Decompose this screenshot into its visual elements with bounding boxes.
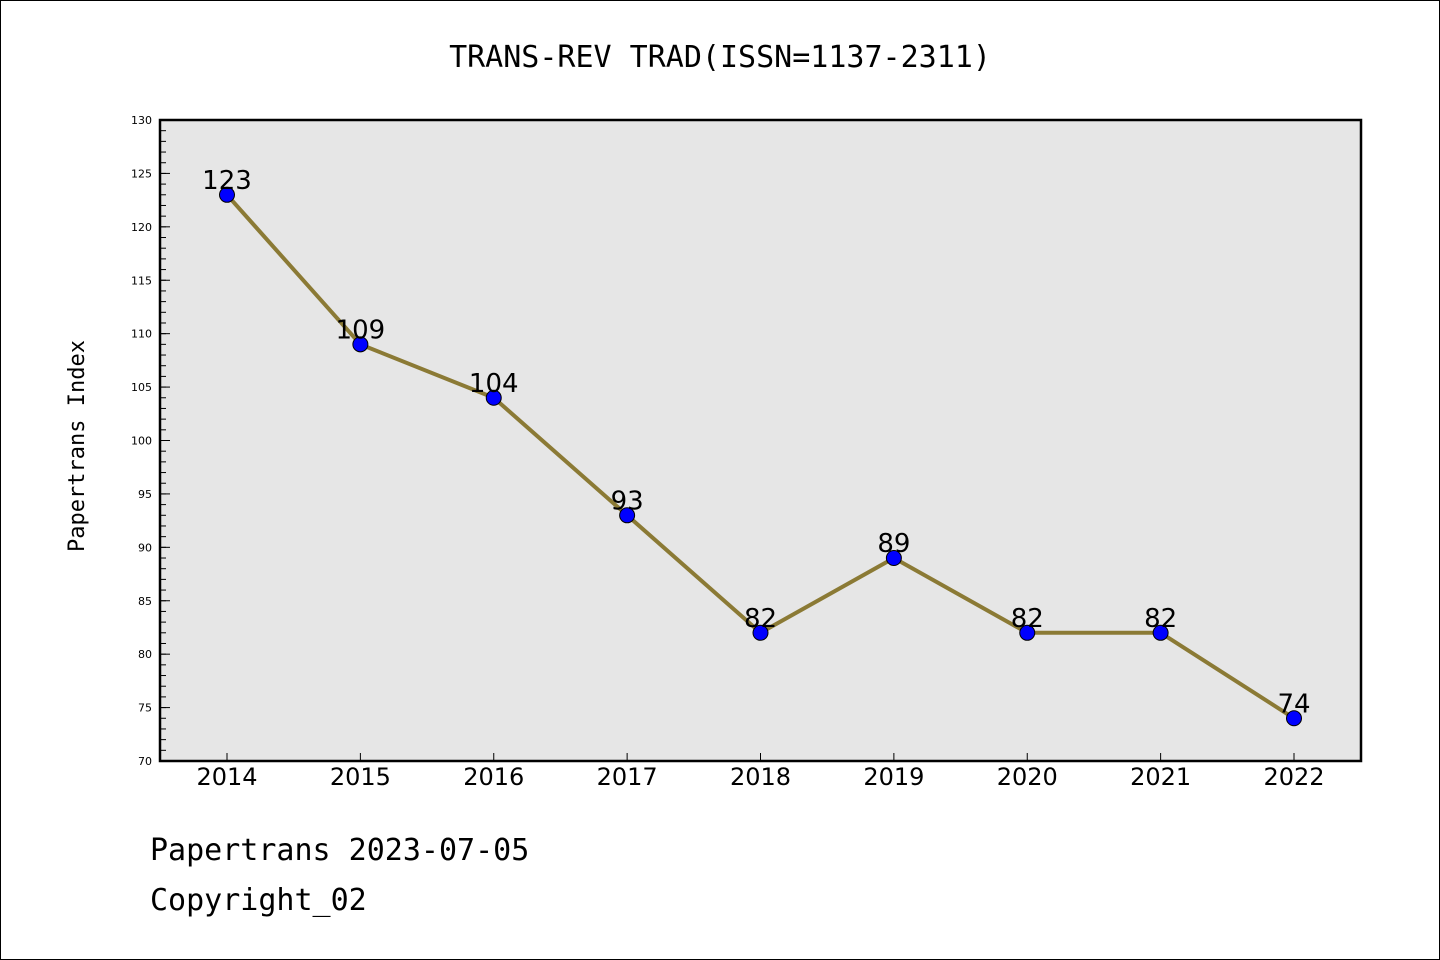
y-tick-label: 90 [138,541,152,554]
plot-frame [158,118,1363,763]
x-tick-label: 2019 [863,763,924,791]
data-point [219,186,235,203]
plot-area: 70 75 80 85 90 95 100 105 110 115 120 125 130 2014 201… [131,114,1363,791]
y-tick-label: 95 [138,488,152,501]
data-point [619,507,636,524]
x-tick-label: 2022 [1263,763,1324,791]
y-tick-label: 100 [131,435,152,448]
x-tick-label: 2021 [1130,763,1191,791]
y-tick-label: 125 [131,167,152,180]
data-label: 74 [1277,689,1310,719]
x-tick-label: 2017 [597,763,658,791]
data-label: 89 [877,529,910,559]
y-tick-label: 85 [138,595,152,608]
x-tick-label: 2014 [196,763,257,791]
y-tick-label: 75 [138,702,152,715]
data-point [1286,710,1302,727]
data-point [1152,624,1169,641]
y-tick-label: 70 [138,755,152,768]
data-point [752,624,769,641]
y-tick-label: 115 [131,274,152,287]
data-point [1019,624,1036,641]
data-label: 82 [744,604,777,634]
y-tick-label: 105 [131,381,152,394]
x-tick-label: 2015 [330,763,391,791]
y-tick-label: 130 [131,114,152,127]
data-label: 109 [336,315,386,345]
data-label: 104 [469,369,519,399]
y-tick-label: 80 [138,648,152,661]
y-axis-label: Papertrans Index [65,340,90,552]
chart-title: TRANS-REV TRAD(ISSN=1137-2311) [449,40,991,75]
x-tick-label: 2018 [730,763,791,791]
y-tick-label: 120 [131,221,152,234]
data-label: 93 [611,486,644,516]
y-tick-label: 110 [131,328,152,341]
data-label: 123 [202,166,252,196]
plot-background [160,120,1361,761]
footer-date: Papertrans 2023-07-05 [150,833,530,868]
data-label: 82 [1011,604,1044,634]
data-point [352,336,369,353]
data-point [485,389,502,406]
x-tick-label: 2020 [997,763,1058,791]
data-point [885,550,902,567]
footer-copyright: Copyright_02 [150,883,367,918]
x-tick-label: 2016 [463,763,524,791]
data-label: 82 [1144,604,1177,634]
